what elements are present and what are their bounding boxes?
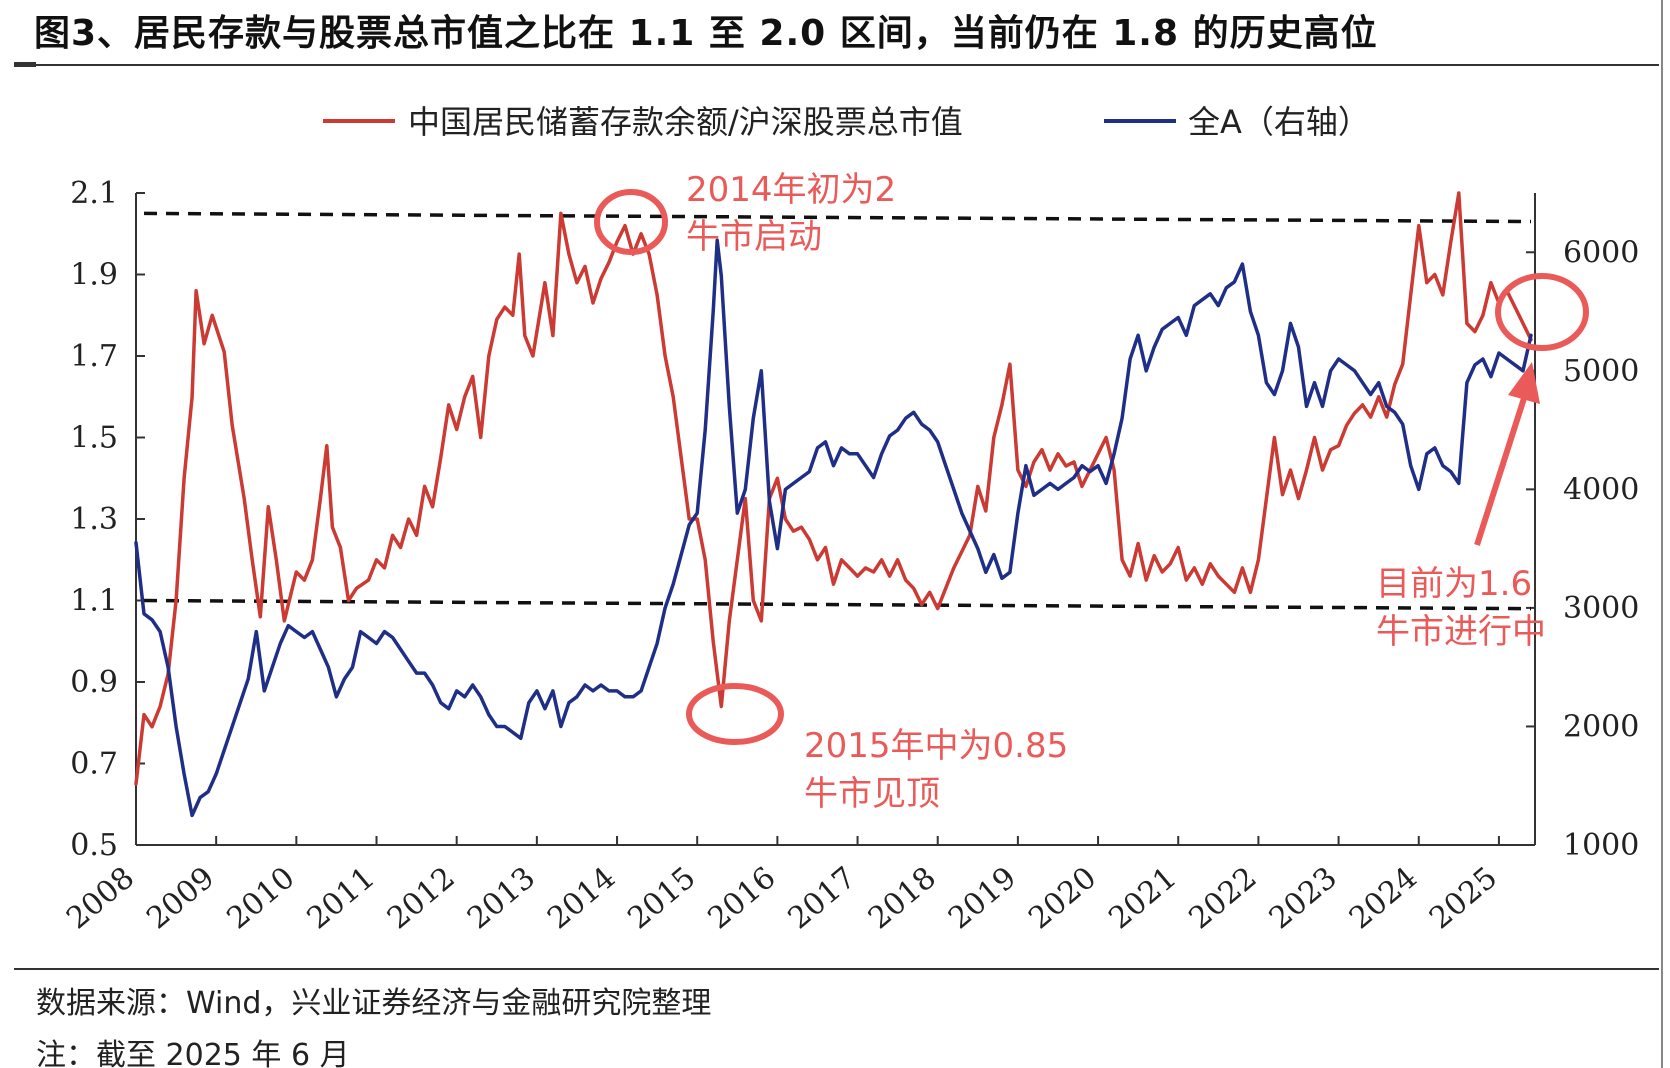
x-tick-label: 2019 xyxy=(942,860,1023,936)
tick-labels: 0.5 0.7 0.9 1.1 1.3 1.5 1.7 1.9 2.1 1000 2000 3000 4… xyxy=(60,176,1639,936)
annotation-2025-line2: 牛市进行中 xyxy=(1376,612,1546,652)
source-note: 数据来源：Wind，兴业证券经济与金融研究院整理 xyxy=(36,986,712,1021)
series-line-ratio xyxy=(134,191,1533,786)
x-tick-label: 2010 xyxy=(220,860,301,936)
y-right-tick-label: 1000 xyxy=(1563,828,1639,863)
y-left-tick-label: 1.7 xyxy=(70,339,118,374)
x-tick-label: 2023 xyxy=(1263,860,1344,936)
x-tick-label: 2017 xyxy=(782,860,863,936)
reference-lines xyxy=(144,211,1532,611)
x-tick-label: 2011 xyxy=(301,860,382,936)
y-left-tick-label: 0.9 xyxy=(70,665,118,700)
series-lines xyxy=(134,191,1533,818)
x-tick-label: 2025 xyxy=(1423,860,1504,936)
y-right-tick-label: 4000 xyxy=(1563,472,1639,507)
x-tick-label: 2022 xyxy=(1183,860,1264,936)
highlight-circle-2025 xyxy=(1495,273,1589,351)
annotation-2014-line1: 2014年初为2 xyxy=(686,170,896,210)
y-left-tick-label: 1.1 xyxy=(70,584,118,619)
y-left-tick-label: 0.5 xyxy=(70,828,118,863)
reference-line-lower xyxy=(144,598,1532,611)
x-tick-label: 2018 xyxy=(862,860,943,936)
y-right-tick-label: 6000 xyxy=(1563,235,1639,270)
annotation-2014-line2: 牛市启动 xyxy=(686,217,822,257)
y-right-tick-label: 5000 xyxy=(1563,354,1639,389)
annotation-2015-line1: 2015年中为0.85 xyxy=(804,726,1068,766)
legend-label-ratio: 中国居民储蓄存款余额/沪深股票总市值 xyxy=(408,103,963,141)
footer-divider xyxy=(14,968,1659,970)
right-border xyxy=(1661,0,1663,1068)
arrow-head-icon xyxy=(1508,362,1540,404)
legend: 中国居民储蓄存款余额/沪深股票总市值 全A（右轴） xyxy=(323,103,1370,141)
x-tick-label: 2016 xyxy=(702,860,783,936)
date-note: 注：截至 2025 年 6 月 xyxy=(36,1038,350,1068)
y-left-tick-label: 1.3 xyxy=(70,502,118,537)
x-tick-label: 2020 xyxy=(1022,860,1103,936)
x-tick-label: 2008 xyxy=(60,860,141,936)
x-tick-label: 2013 xyxy=(461,860,542,936)
y-left-tick-label: 1.9 xyxy=(70,258,118,293)
chart-canvas: 中国居民储蓄存款余额/沪深股票总市值 全A（右轴） 0.5 0.7 0.9 1.1 1.… xyxy=(60,103,1639,936)
highlight-circle-2014 xyxy=(594,189,668,255)
legend-label-index: 全A（右轴） xyxy=(1188,103,1370,141)
figure-title: 图3、居民存款与股票总市值之比在 1.1 至 2.0 区间，当前仍在 1.8 的… xyxy=(34,13,1378,54)
x-tick-label: 2021 xyxy=(1102,860,1183,936)
arrow-shaft xyxy=(1474,391,1529,546)
y-right-tick-label: 3000 xyxy=(1563,591,1639,626)
y-left-tick-label: 0.7 xyxy=(70,747,118,782)
x-tick-label: 2012 xyxy=(381,860,462,936)
series-line-index xyxy=(134,238,1533,818)
title-divider xyxy=(14,64,1659,66)
y-right-tick-label: 2000 xyxy=(1563,709,1639,744)
x-tick-label: 2024 xyxy=(1343,860,1424,936)
annotation-2015-line2: 牛市见顶 xyxy=(804,774,940,814)
reference-line-upper xyxy=(144,211,1532,224)
x-tick-label: 2014 xyxy=(541,860,622,936)
y-left-tick-label: 2.1 xyxy=(70,176,118,211)
annotations: 2014年初为2 牛市启动 2015年中为0.85 牛市见顶 目前为1.6 牛市… xyxy=(594,170,1589,814)
annotation-2025-line1: 目前为1.6 xyxy=(1376,564,1532,604)
title-divider-tick xyxy=(14,62,36,67)
x-tick-label: 2015 xyxy=(621,860,702,936)
highlight-circle-2015 xyxy=(686,683,784,745)
x-tick-label: 2009 xyxy=(140,860,221,936)
y-left-tick-label: 1.5 xyxy=(70,421,118,456)
